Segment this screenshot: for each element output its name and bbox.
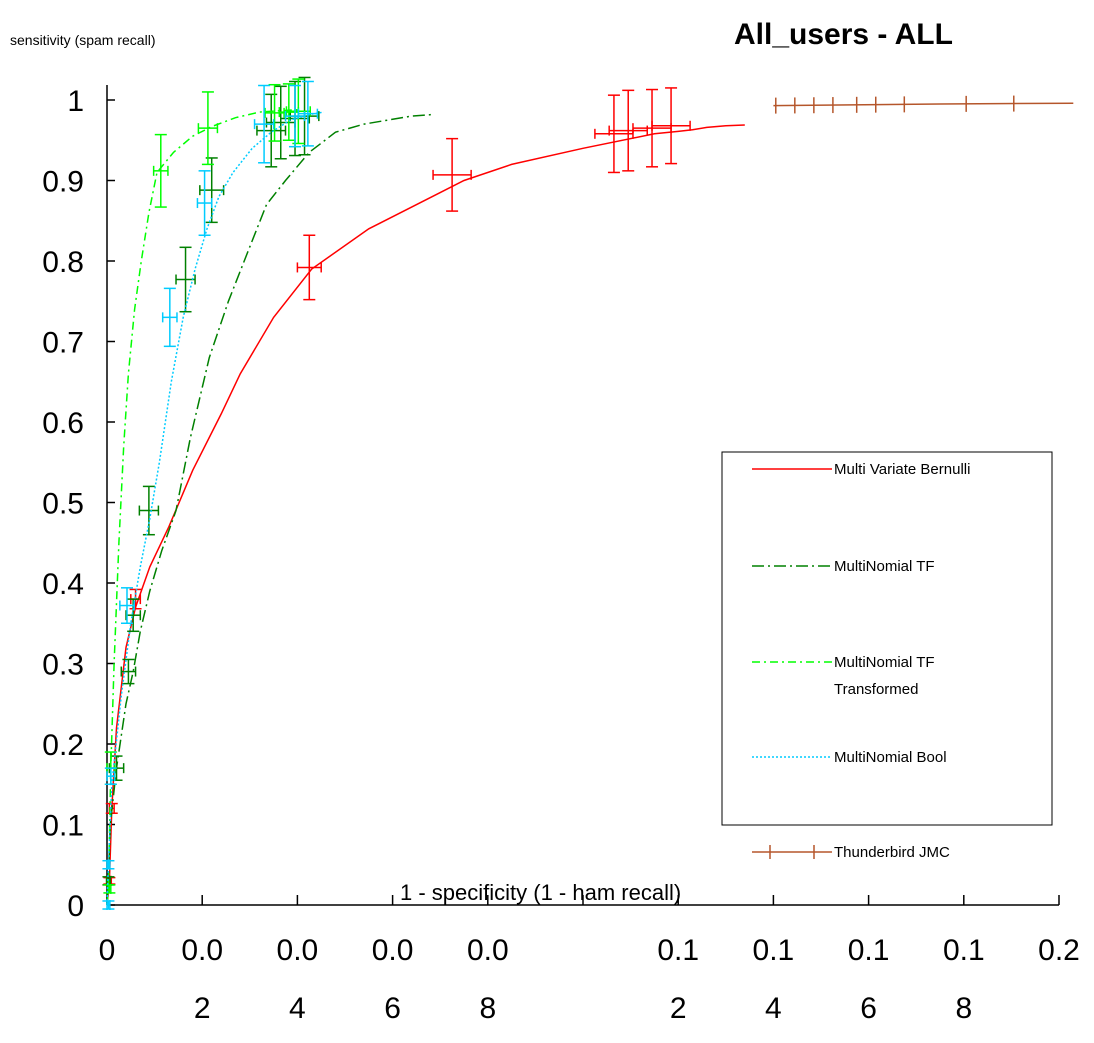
x-tick-label-line2: 4 bbox=[289, 992, 306, 1025]
series-4 bbox=[773, 95, 1074, 114]
legend-box bbox=[721, 451, 1053, 826]
legend-label: MultiNomial TF bbox=[834, 654, 935, 671]
error-bar-point bbox=[199, 157, 225, 224]
legend-item: MultiNomial TF Transformed bbox=[752, 654, 935, 698]
error-bar-point bbox=[608, 89, 649, 172]
x-tick-label: 0.1 bbox=[848, 934, 890, 967]
series-3 bbox=[102, 80, 324, 910]
x-tick-label-line2: 8 bbox=[955, 992, 972, 1025]
y-tick-label: 0.5 bbox=[42, 488, 84, 521]
x-tick-label-line2: 6 bbox=[384, 992, 401, 1025]
y-tick-label: 0.7 bbox=[42, 327, 84, 360]
legend-label: Transformed bbox=[834, 681, 918, 698]
series-2 bbox=[103, 78, 312, 906]
x-tick-label: 0.1 bbox=[943, 934, 985, 967]
error-bar-point bbox=[296, 234, 322, 301]
x-tick-label: 0 bbox=[99, 934, 116, 967]
legend-label: MultiNomial TF bbox=[834, 558, 935, 575]
error-bar-point bbox=[104, 767, 117, 785]
x-tick-label: 0.0 bbox=[372, 934, 414, 967]
error-bar-point bbox=[297, 80, 319, 147]
error-bar-point bbox=[152, 133, 169, 208]
y-tick-labels: 0 0.1 0.2 0.3 0.4 0.5 0.6 0.7 0.8 0.9 1 bbox=[42, 85, 84, 923]
error-bar-point bbox=[119, 587, 135, 624]
legend-label: MultiNomial Bool bbox=[834, 749, 947, 766]
y-axis-label: sensitivity (spam recall) bbox=[10, 32, 155, 48]
y-tick-label: 0 bbox=[67, 890, 84, 923]
error-bar-point bbox=[197, 91, 219, 166]
x-tick-labels: 0 0.0 2 0.0 4 0.0 6 0.0 8 0.1 2 0.1 4 0.1 6 0.1 8 0.2 bbox=[99, 934, 1080, 1025]
x-tick-label-line2: 4 bbox=[765, 992, 782, 1025]
error-bar-point bbox=[102, 859, 115, 870]
series-1 bbox=[102, 76, 434, 906]
error-bar-point bbox=[432, 137, 472, 212]
error-bar-point bbox=[196, 170, 213, 236]
y-tick-label: 0.3 bbox=[42, 649, 84, 682]
series-line bbox=[106, 111, 324, 906]
error-bar-point bbox=[103, 883, 116, 894]
series-line bbox=[106, 124, 745, 906]
x-tick-label: 0.0 bbox=[277, 934, 319, 967]
error-bar-point bbox=[138, 485, 160, 536]
legend-item: MultiNomial Bool bbox=[752, 749, 947, 766]
error-bar-point bbox=[125, 598, 142, 633]
plot-area bbox=[102, 76, 1074, 910]
x-tick-label-line2: 2 bbox=[194, 992, 211, 1025]
error-bar-point bbox=[120, 658, 137, 685]
y-tick-label: 0.8 bbox=[42, 246, 84, 279]
y-tick-label: 0.1 bbox=[42, 810, 84, 843]
error-bar-point bbox=[594, 94, 634, 174]
x-tick-label: 0.0 bbox=[467, 934, 509, 967]
series-line bbox=[106, 113, 434, 906]
series-line bbox=[106, 108, 298, 906]
y-tick-label: 0.6 bbox=[42, 407, 84, 440]
error-bar-point bbox=[284, 84, 306, 148]
x-tick-label: 0.1 bbox=[657, 934, 699, 967]
legend-label: Multi Variate Bernulli bbox=[834, 461, 970, 478]
x-tick-label: 0.0 bbox=[181, 934, 223, 967]
legend-item: MultiNomial TF bbox=[752, 558, 935, 575]
legend-item: Thunderbird JMC bbox=[752, 844, 950, 861]
series-0 bbox=[103, 87, 745, 906]
x-tick-label: 0.1 bbox=[753, 934, 795, 967]
error-bar-point bbox=[161, 287, 178, 348]
y-tick-label: 0.2 bbox=[42, 729, 84, 762]
series-line bbox=[773, 102, 1074, 107]
x-tick-label-line2: 6 bbox=[860, 992, 877, 1025]
x-tick-label: 0.2 bbox=[1038, 934, 1080, 967]
y-tick-label: 0.4 bbox=[42, 568, 84, 601]
error-bar-point bbox=[264, 83, 285, 142]
error-bar-point bbox=[102, 900, 115, 910]
x-tick-label-line2: 8 bbox=[479, 992, 496, 1025]
y-tick-label: 0.9 bbox=[42, 166, 84, 199]
y-tick-label: 1 bbox=[67, 85, 84, 118]
error-bar-point bbox=[651, 87, 691, 165]
error-bar-point bbox=[253, 84, 275, 164]
chart-title: All_users - ALL bbox=[734, 18, 953, 51]
x-axis-label: 1 - specificity (1 - ham recall) bbox=[400, 880, 681, 905]
legend-item: Multi Variate Bernulli bbox=[752, 461, 970, 478]
legend-label: Thunderbird JMC bbox=[834, 844, 950, 861]
x-tick-label-line2: 2 bbox=[670, 992, 687, 1025]
